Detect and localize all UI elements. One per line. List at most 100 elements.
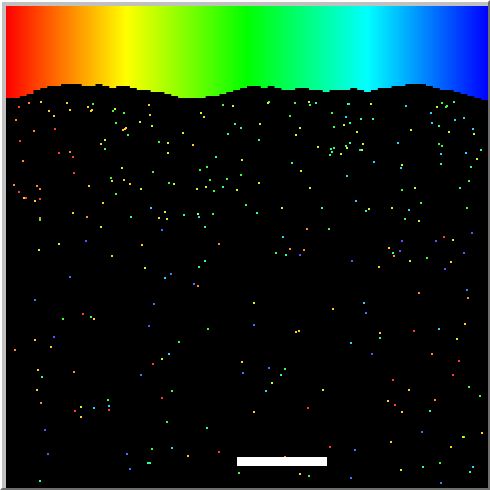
particle — [445, 106, 447, 108]
particle — [472, 466, 474, 468]
particle — [256, 212, 258, 214]
particle — [306, 228, 308, 230]
particle — [331, 151, 333, 153]
particle — [66, 102, 68, 104]
particle — [303, 249, 305, 251]
game-playfield[interactable] — [6, 6, 488, 488]
particle — [161, 229, 163, 231]
player-paddle[interactable] — [237, 457, 327, 466]
particle — [388, 247, 390, 249]
particle — [331, 112, 333, 114]
particle — [308, 101, 310, 103]
particle — [349, 142, 351, 144]
particle — [152, 171, 154, 173]
particle — [242, 372, 244, 374]
particle — [267, 102, 269, 104]
particle — [122, 129, 124, 131]
particle — [93, 407, 95, 409]
particle — [187, 455, 189, 457]
particle — [462, 436, 464, 438]
particle — [48, 110, 50, 112]
particle — [405, 105, 407, 107]
particle — [39, 188, 41, 190]
particle — [333, 147, 335, 149]
particle — [299, 254, 301, 256]
particle — [458, 360, 460, 362]
particle — [14, 349, 16, 351]
particle — [438, 328, 440, 330]
particle — [258, 139, 260, 141]
particle — [271, 382, 273, 384]
particle — [309, 104, 311, 106]
particle — [450, 446, 452, 448]
particle — [168, 353, 170, 355]
particle — [129, 468, 131, 470]
particle — [438, 125, 440, 127]
particle — [93, 318, 95, 320]
particle — [452, 239, 454, 241]
particle — [53, 336, 55, 338]
particle — [161, 397, 163, 399]
particle — [36, 185, 38, 187]
particle — [371, 353, 373, 355]
particle — [421, 431, 423, 433]
particle — [104, 139, 106, 141]
particle — [150, 207, 152, 209]
particle — [33, 130, 35, 132]
particle — [440, 482, 442, 484]
particle — [173, 183, 175, 185]
particle — [280, 374, 282, 376]
particle — [476, 158, 478, 160]
playfield-canvas[interactable] — [6, 6, 488, 488]
particle — [124, 128, 126, 130]
particle — [436, 106, 438, 108]
particle — [151, 448, 153, 450]
particle — [332, 308, 334, 310]
particle — [167, 142, 169, 144]
particle — [471, 232, 473, 234]
particle — [28, 102, 30, 104]
particle — [44, 429, 46, 431]
particle — [438, 143, 440, 145]
particle — [373, 161, 375, 163]
particle — [372, 118, 374, 120]
particle — [418, 220, 420, 222]
particle — [158, 141, 160, 143]
particle — [200, 112, 202, 114]
particle — [168, 182, 170, 184]
particle — [431, 353, 433, 355]
particle — [73, 172, 75, 174]
particle — [459, 187, 461, 189]
particle — [197, 213, 199, 215]
particle — [203, 116, 205, 118]
particle — [222, 104, 224, 106]
particle — [18, 106, 20, 108]
particle — [148, 104, 150, 106]
particle — [100, 143, 102, 145]
particle — [472, 128, 474, 130]
particle — [193, 283, 195, 285]
particle — [440, 163, 442, 165]
particle — [392, 379, 394, 381]
particle — [289, 115, 291, 117]
particle — [34, 200, 36, 202]
particle — [207, 328, 209, 330]
particle — [161, 358, 163, 360]
particle — [275, 252, 277, 254]
particle — [107, 399, 109, 401]
particle — [354, 449, 356, 451]
particle — [258, 182, 260, 184]
particle — [147, 462, 149, 464]
particle — [295, 134, 297, 136]
particle — [346, 147, 348, 149]
particle — [452, 374, 454, 376]
particle — [401, 411, 403, 413]
particle — [420, 202, 422, 204]
particle — [80, 416, 82, 418]
particle — [410, 129, 412, 131]
particle — [87, 106, 89, 108]
particle — [72, 212, 74, 214]
particle — [291, 162, 293, 164]
particle — [72, 156, 74, 158]
